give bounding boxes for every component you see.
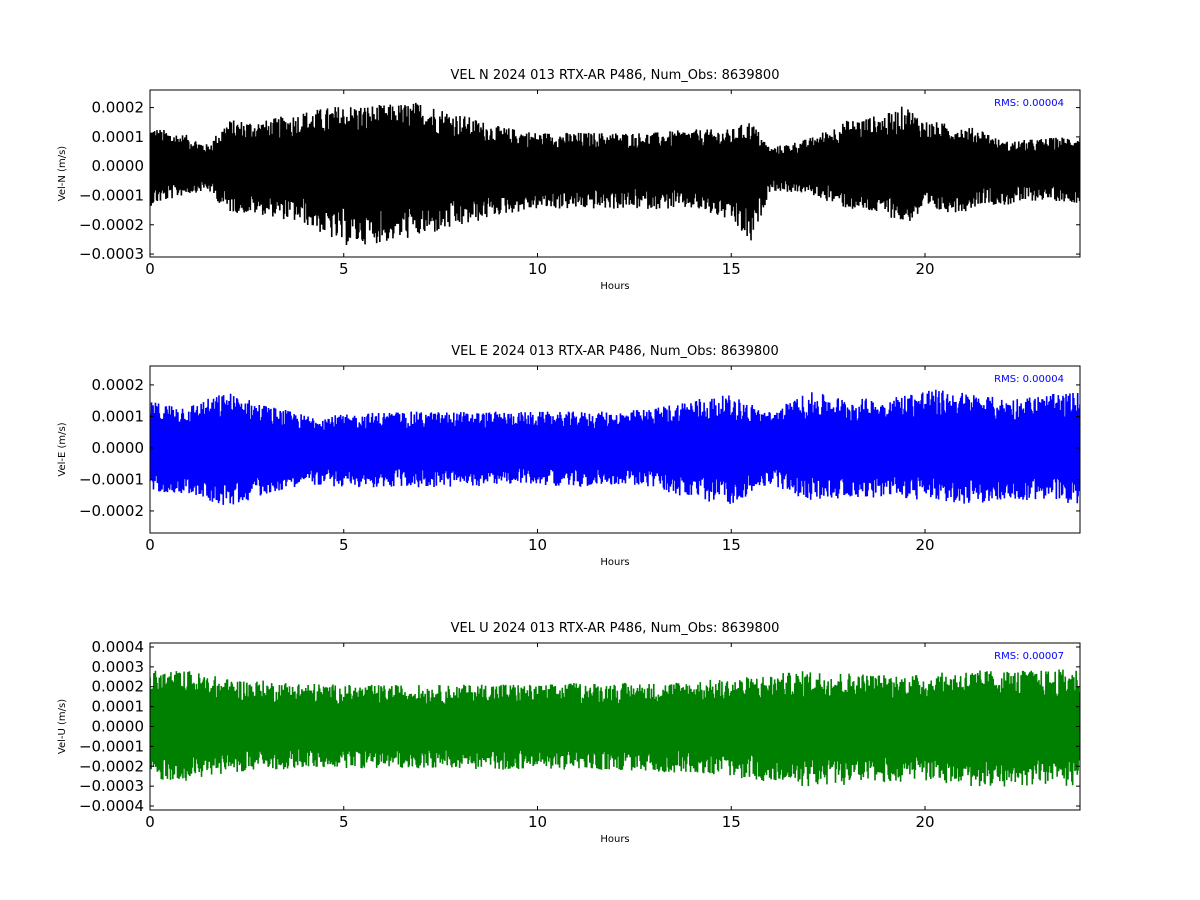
x-axis-label: Hours [600,557,629,568]
y-tick-label: 0.0001 [92,698,145,716]
x-tick-label: 20 [915,536,934,554]
y-axis-label: Vel-N (m/s) [57,146,68,201]
plot-frame [149,89,1081,258]
y-tick-label: 0.0000 [92,718,145,736]
data-series-trace [150,669,1080,787]
y-tick-label: −0.0003 [79,777,144,795]
x-tick-label: 20 [915,260,934,278]
x-tick-label: 0 [145,260,155,278]
y-tick-label: −0.0002 [79,502,144,520]
y-tick-label: 0.0002 [92,678,145,696]
x-tick-label: 5 [339,536,349,554]
y-tick-label: −0.0001 [79,186,144,204]
y-tick-label: 0.0004 [92,638,145,656]
x-tick-label: 5 [339,813,349,831]
x-tick-label: 5 [339,260,349,278]
x-axis-label: Hours [600,834,629,845]
y-axis-label: Vel-U (m/s) [57,699,68,754]
chart-title: VEL U 2024 013 RTX-AR P486, Num_Obs: 863… [451,621,780,636]
x-tick-label: 0 [145,536,155,554]
y-tick-label: −0.0003 [79,245,144,263]
chart-panel-2: 0 5 10 15 200.00040.00030.00020.00010.0000−0… [57,621,1081,845]
chart-panel-0: 0 5 10 15 20 0.0002 0.0001 0.0000 −0.0001 −0.0002… [57,68,1081,292]
x-axis-label: Hours [600,281,629,292]
x-tick-label: 20 [915,813,934,831]
y-tick-label: 0.0001 [92,407,145,425]
y-tick-label: −0.0004 [79,797,144,815]
data-series-trace [150,389,1080,505]
y-axis-label: Vel-E (m/s) [57,422,68,476]
chart-title: VEL E 2024 013 RTX-AR P486, Num_Obs: 863… [451,344,778,359]
y-tick-label: 0.0002 [92,376,145,394]
x-tick-label: 15 [722,536,741,554]
rms-annotation: RMS: 0.00004 [994,374,1064,385]
y-tick-label: 0.0001 [92,128,145,146]
x-tick-label: 10 [528,536,547,554]
y-tick-label: −0.0002 [79,757,144,775]
y-tick-label: 0.0003 [92,658,145,676]
x-tick-label: 15 [722,813,741,831]
x-tick-label: 15 [722,260,741,278]
y-tick-label: −0.0002 [79,216,144,234]
y-tick-label: 0.0000 [92,157,145,175]
chart-panel-1: 0 5 10 15 20 0.0002 0.0001 0.0000 −0.0001 −0.0002… [57,344,1081,568]
x-tick-label: 10 [528,813,547,831]
plot-frame [149,365,1081,534]
chart-title: VEL N 2024 013 RTX-AR P486, Num_Obs: 863… [451,68,780,83]
y-tick-label: −0.0001 [79,737,144,755]
x-tick-label: 0 [145,813,155,831]
y-tick-label: −0.0001 [79,470,144,488]
y-tick-label: 0.0000 [92,439,145,457]
rms-annotation: RMS: 0.00004 [994,98,1064,109]
y-tick-label: 0.0002 [92,99,145,117]
data-series-trace [150,102,1080,246]
rms-annotation: RMS: 0.00007 [994,651,1064,662]
x-tick-label: 10 [528,260,547,278]
